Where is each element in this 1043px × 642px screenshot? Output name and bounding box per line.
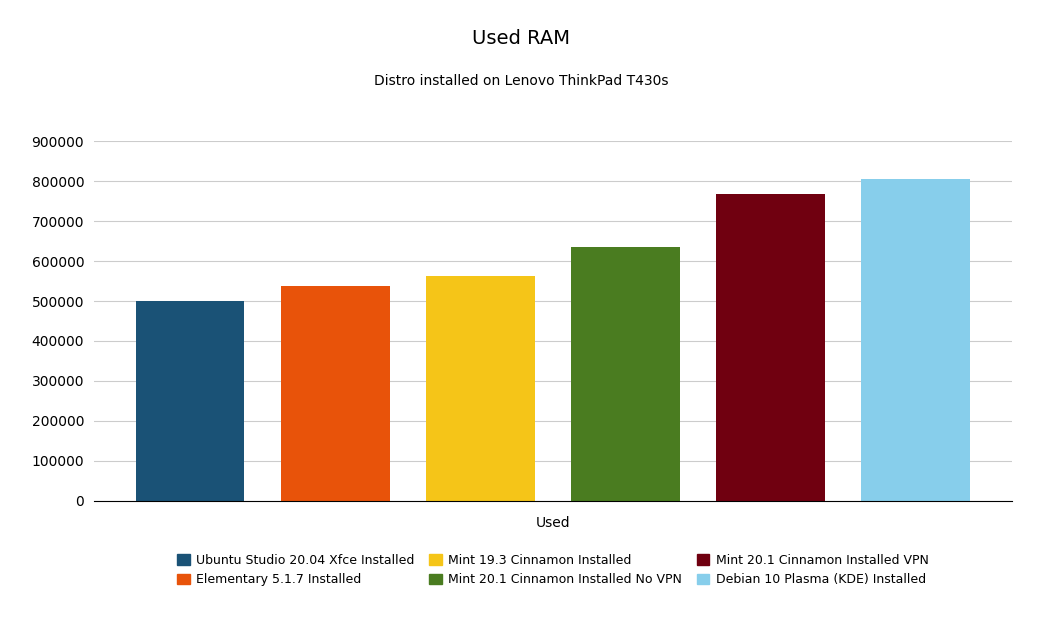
Bar [281,286,389,501]
Text: Distro installed on Lenovo ThinkPad T430s: Distro installed on Lenovo ThinkPad T430… [374,74,669,88]
Bar [862,179,970,501]
Bar [571,247,680,501]
X-axis label: Used: Used [535,516,571,530]
Bar [426,276,535,501]
Bar [136,302,244,501]
Bar [717,194,825,501]
Legend: Ubuntu Studio 20.04 Xfce Installed, Elementary 5.1.7 Installed, Mint 19.3 Cinnam: Ubuntu Studio 20.04 Xfce Installed, Elem… [173,550,932,590]
Text: Used RAM: Used RAM [472,29,571,48]
